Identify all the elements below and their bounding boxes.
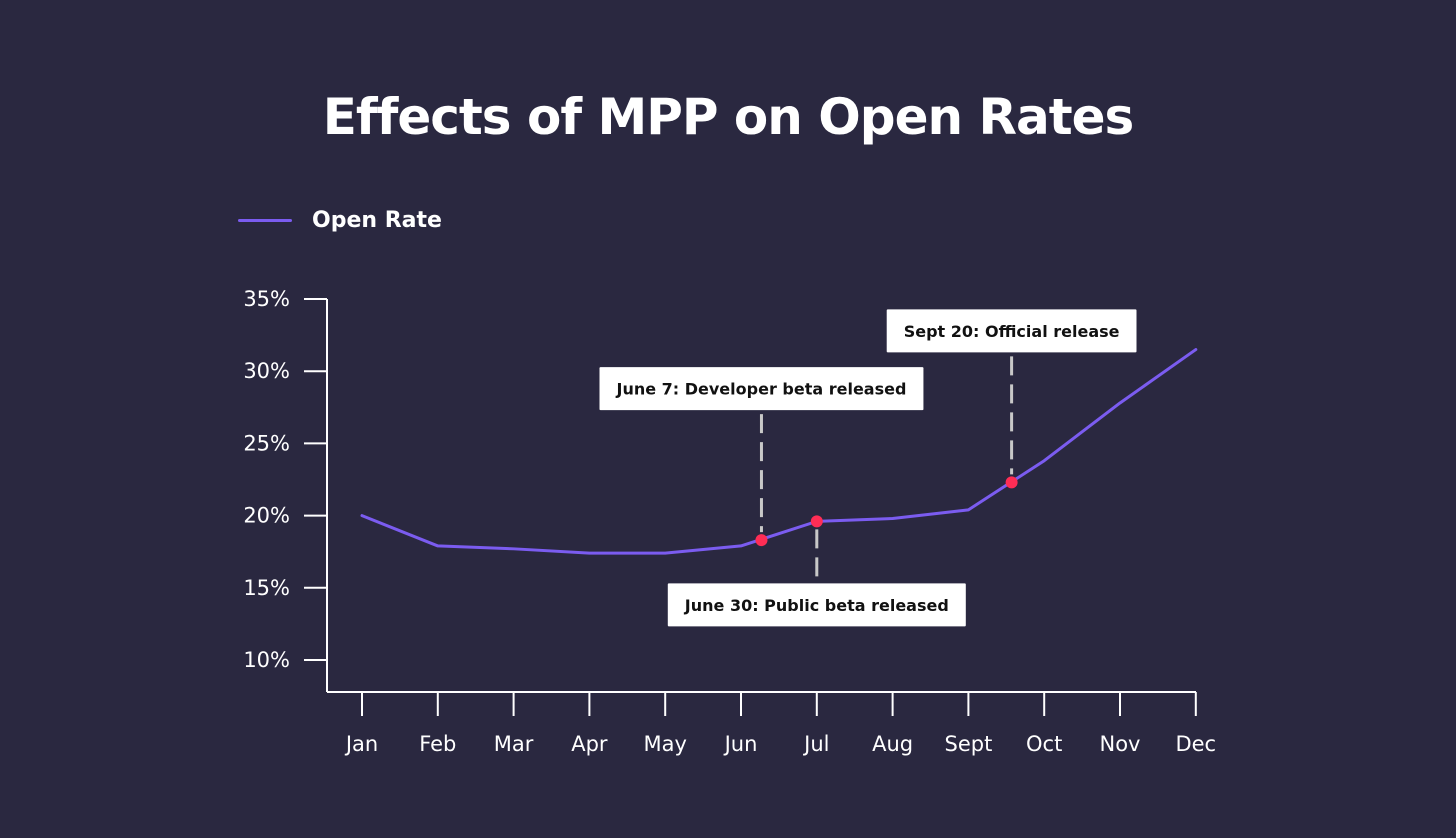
y-tick-label: 20% bbox=[243, 504, 290, 528]
x-tick-label: Jul bbox=[802, 732, 829, 756]
annotation-marker bbox=[755, 534, 768, 547]
x-tick-label: Jun bbox=[723, 732, 758, 756]
annotation-box bbox=[886, 309, 1137, 353]
x-tick-label: Dec bbox=[1175, 732, 1216, 756]
y-tick-label: 10% bbox=[243, 648, 290, 672]
x-tick-label: Sept bbox=[944, 732, 992, 756]
legend-label-open-rate: Open Rate bbox=[312, 207, 442, 233]
annotation-markers bbox=[755, 476, 1018, 547]
x-tick-label: Apr bbox=[571, 732, 608, 756]
annotation-box bbox=[599, 367, 924, 411]
x-tick-label: May bbox=[643, 732, 686, 756]
annotation-label: June 30: Public beta released bbox=[667, 583, 966, 627]
axes: 10% 15% 20% 25% 30% 35% Jan Feb Mar Apr May Jun Jul A… bbox=[243, 287, 1216, 756]
annotation-box bbox=[667, 583, 966, 627]
y-tick-label: 25% bbox=[243, 431, 290, 455]
annotation-text: June 7: Developer beta released bbox=[615, 380, 906, 399]
legend: Open Rate bbox=[238, 204, 442, 236]
annotation-text: Sept 20: Official release bbox=[904, 322, 1120, 341]
y-tick-label: 30% bbox=[243, 359, 290, 383]
series-layer bbox=[360, 348, 1198, 555]
legend-swatch-open-rate bbox=[238, 218, 292, 222]
x-tick-label: Oct bbox=[1026, 732, 1062, 756]
x-tick-label: Aug bbox=[872, 732, 913, 756]
annotation-guides bbox=[759, 356, 1014, 580]
y-tick-label: 15% bbox=[243, 576, 290, 600]
x-tick-label: Jan bbox=[344, 732, 378, 756]
annotation-label: June 7: Developer beta released bbox=[599, 367, 924, 411]
annotation-label: Sept 20: Official release bbox=[886, 309, 1137, 353]
y-tick-label: 35% bbox=[243, 287, 290, 311]
x-tick-label: Mar bbox=[494, 732, 534, 756]
x-tick-label: Nov bbox=[1100, 732, 1141, 756]
annotation-marker bbox=[1005, 476, 1018, 489]
chart-title: Effects of MPP on Open Rates bbox=[322, 88, 1135, 146]
annotation-text: June 30: Public beta released bbox=[684, 596, 949, 615]
annotation-labels: June 7: Developer beta released June 30: … bbox=[599, 309, 1137, 627]
series-line-open-rate bbox=[360, 348, 1198, 555]
x-tick-label: Feb bbox=[419, 732, 456, 756]
annotation-marker bbox=[810, 515, 823, 528]
